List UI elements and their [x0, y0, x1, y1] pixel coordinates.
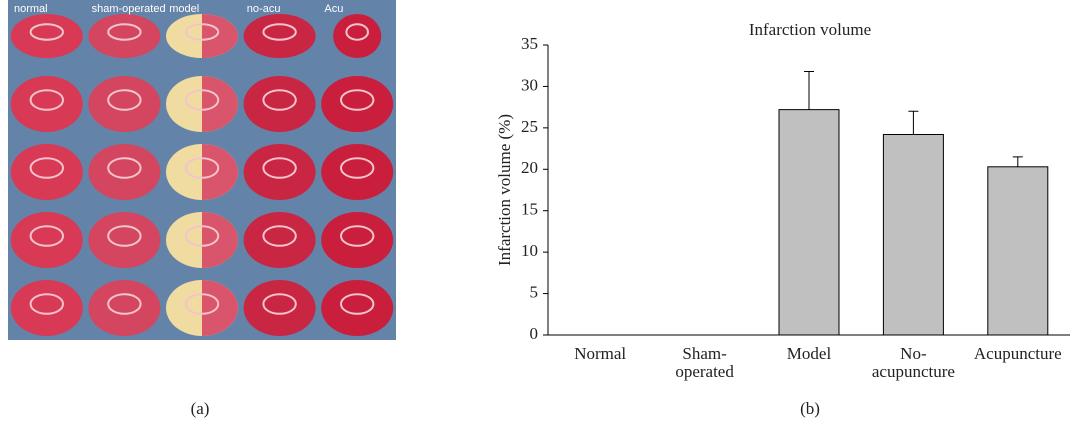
slice-detail: [262, 23, 297, 41]
slice-detail: [340, 157, 375, 179]
slice-detail: [262, 225, 297, 247]
slice-detail: [340, 89, 375, 111]
y-tick-label: 15: [521, 200, 538, 219]
slice-detail: [107, 23, 142, 41]
bar: [987, 166, 1049, 336]
y-tick-label: 20: [521, 158, 538, 177]
infarct: [202, 144, 238, 200]
bar: [778, 109, 840, 336]
photo-label: model: [169, 3, 199, 15]
x-tick-label: Sham-: [682, 344, 727, 363]
brain-slice: [243, 14, 316, 58]
brain-slice: [321, 280, 394, 336]
brain-slice: [243, 76, 316, 132]
y-axis-label: Infarction volume (%): [495, 114, 514, 266]
brain-slice: [88, 76, 161, 132]
slice-detail: [107, 293, 142, 315]
slice-detail: [29, 225, 64, 247]
x-tick-label: No-: [900, 344, 927, 363]
slice-detail: [262, 89, 297, 111]
brain-slice: [10, 280, 83, 336]
slice-detail: [29, 23, 64, 41]
x-tick-label: operated: [675, 362, 734, 381]
slice-detail: [29, 293, 64, 315]
slice-detail: [107, 89, 142, 111]
y-tick-label: 35: [521, 34, 538, 53]
brain-slice: [88, 14, 161, 58]
brain-slice: [321, 212, 394, 268]
y-tick-label: 5: [530, 282, 539, 301]
slice-detail: [29, 89, 64, 111]
brain-slice: [333, 14, 382, 58]
photo-label: no-acu: [247, 3, 281, 15]
slice-detail: [340, 225, 375, 247]
brain-slice: [243, 280, 316, 336]
brain-slice: [243, 212, 316, 268]
y-tick-label: 30: [521, 75, 538, 94]
infarct: [202, 212, 238, 268]
y-tick-label: 25: [521, 117, 538, 136]
photo-grid: normal sham-operated model no-acu Acu: [10, 3, 394, 336]
brain-slice: [88, 280, 161, 336]
slice-detail: [184, 89, 220, 111]
caption: (a): [191, 399, 210, 418]
brain-slice: [88, 212, 161, 268]
brain-slice: [10, 212, 83, 268]
bar: [882, 133, 944, 336]
brain-slice: [321, 144, 394, 200]
brain-slice: [243, 144, 316, 200]
infarct: [202, 280, 238, 336]
error-bar: [804, 71, 814, 110]
y-tick-label: 10: [521, 241, 538, 260]
brain-slice: [10, 76, 83, 132]
photo-label: sham-operated: [92, 3, 166, 15]
slice-detail: [184, 293, 220, 315]
photo-label: normal: [14, 3, 48, 15]
slice-detail: [262, 293, 297, 315]
chart-title: Infarction volume: [749, 20, 871, 39]
slice-detail: [107, 157, 142, 179]
caption: (b): [800, 399, 820, 418]
x-tick-label: Normal: [574, 344, 626, 363]
infarct: [202, 76, 238, 132]
brain-slice: [10, 14, 83, 58]
brain-slice: [321, 76, 394, 132]
brain-slice: [10, 144, 83, 200]
error-bar: [1012, 156, 1023, 167]
x-tick-label: acupuncture: [872, 362, 955, 381]
y-tick-label: 0: [530, 324, 539, 343]
slice-detail: [340, 293, 375, 315]
slice-detail: [184, 23, 220, 41]
brain-slice: [88, 144, 161, 200]
error-bar: [908, 110, 919, 135]
slice-detail: [107, 225, 142, 247]
slice-detail: [184, 157, 220, 179]
slice-detail: [29, 157, 64, 179]
slice-detail: [184, 225, 220, 247]
slice-detail: [345, 23, 370, 41]
photo-label: Acu: [324, 3, 343, 15]
x-tick-label: Acupuncture: [974, 344, 1062, 363]
slice-detail: [262, 157, 297, 179]
x-tick-label: Model: [787, 344, 832, 363]
